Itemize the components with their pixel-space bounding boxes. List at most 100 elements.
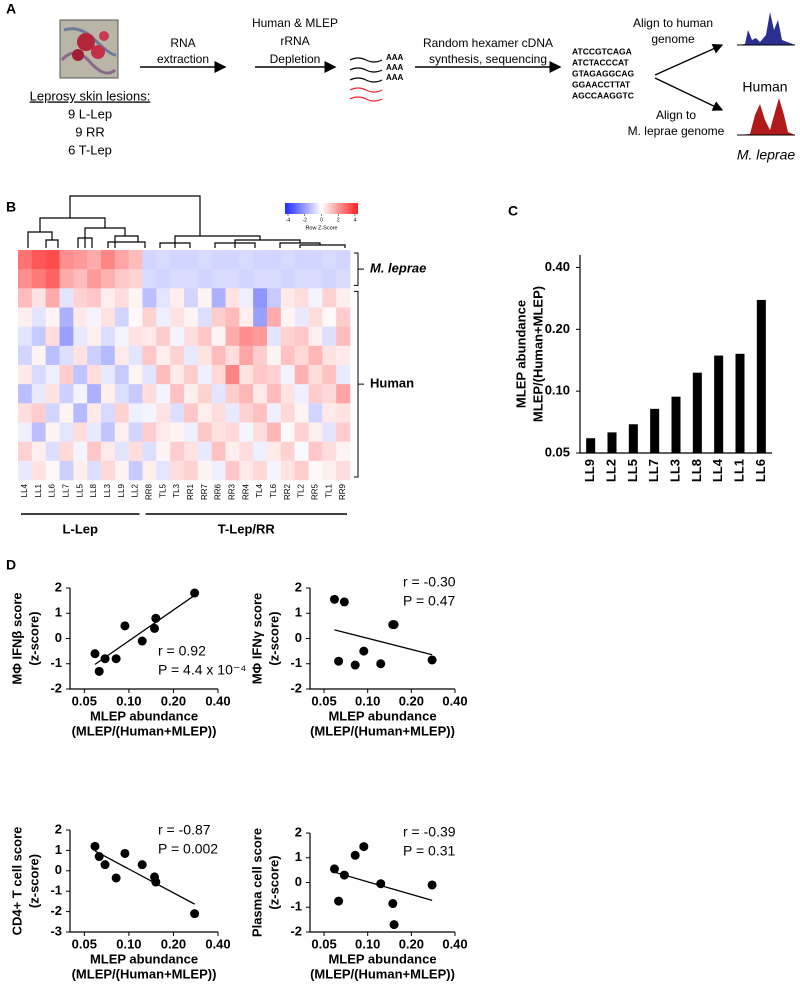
heatmap-cell (267, 345, 282, 366)
point (90, 841, 100, 851)
heatmap-cell (114, 403, 129, 423)
heatmap-cell (225, 345, 240, 366)
heatmap-cell (308, 422, 323, 442)
heatmap-cell (294, 326, 309, 347)
heatmap-cell (294, 269, 309, 289)
heatmap-cell (267, 460, 282, 481)
heatmap-cell (142, 269, 157, 289)
align-label: Align to human (633, 16, 713, 30)
heatmap-cell (170, 441, 185, 462)
fit-line (334, 629, 433, 656)
heatmap-cell (253, 250, 268, 270)
row-group-label: M. leprae (370, 261, 426, 276)
color-key-label: 4 (354, 217, 357, 223)
color-key (285, 203, 358, 214)
heatmap-cell (280, 250, 295, 270)
heatmap-cell (31, 345, 46, 366)
dendrogram (27, 195, 346, 248)
x-tick-label: 0.20 (399, 693, 424, 708)
heatmap-cell (142, 307, 157, 327)
heatmap-cell (31, 403, 46, 423)
column-group-label: T-Lep/RR (218, 521, 276, 536)
heatmap-cell (45, 326, 60, 347)
column-label: RR2 (283, 483, 292, 500)
heatmap-cell (170, 365, 185, 385)
point (334, 656, 344, 666)
point (190, 909, 200, 919)
heatmap-cell (225, 250, 240, 270)
coverage-human (737, 12, 795, 45)
heatmap-cell (73, 288, 88, 308)
heatmap-cell (45, 250, 60, 270)
point (376, 659, 386, 669)
point (150, 623, 160, 633)
x-tick-label: 0.10 (355, 693, 380, 708)
heatmap-cell (18, 345, 33, 366)
heatmap-cell (101, 269, 116, 289)
heatmap-cell (225, 460, 240, 481)
heatmap-cell (322, 345, 337, 366)
heatmap-cell (128, 460, 143, 481)
heatmap-cell (336, 422, 351, 442)
panel-label: D (6, 557, 16, 573)
heatmap-cell (87, 307, 102, 327)
fit-line (94, 594, 195, 665)
heatmap-cell (128, 441, 143, 462)
heatmap-cell (308, 250, 323, 270)
heatmap-cell (142, 422, 157, 442)
heatmap-cell (101, 250, 116, 270)
x-tick-label: 0.05 (311, 693, 336, 708)
heatmap-cell (267, 269, 282, 289)
x-tick-label: LL9 (582, 459, 597, 482)
heatmap-cell (87, 403, 102, 423)
y-tick-label: 0 (55, 630, 62, 645)
color-key-label: 0 (320, 217, 323, 223)
heatmap-cell (101, 345, 116, 366)
point (94, 852, 104, 862)
y-axis-label: MΦ IFNβ score (9, 592, 24, 684)
heatmap-cell (211, 326, 226, 347)
arrow (654, 77, 724, 111)
sample-count: 6 T-Lep (68, 142, 112, 157)
x-tick-label: 0.05 (72, 936, 97, 951)
rna-fragments (349, 57, 383, 102)
x-tick-label: 0.20 (161, 693, 186, 708)
heatmap-cell (59, 460, 74, 481)
heatmap-cell (101, 384, 116, 404)
color-key-label: -4 (286, 217, 291, 223)
heatmap-cell (59, 365, 74, 385)
annotation: P = 0.002 (158, 841, 218, 857)
heatmap-cell (322, 307, 337, 327)
heatmap-cell (101, 422, 116, 442)
heatmap-cell (280, 422, 295, 442)
heatmap-cell (197, 326, 212, 347)
heatmap-cell (170, 384, 185, 404)
x-tick-label: LL3 (667, 459, 682, 482)
bar (692, 372, 702, 453)
heatmap-cell (114, 345, 129, 366)
sequence: AGCCAAGGTC (572, 90, 634, 100)
heatmap-cell (73, 250, 88, 270)
y-tick-label: 0.40 (545, 259, 570, 274)
heatmap-cell (280, 345, 295, 366)
step-label: Depletion (270, 52, 321, 66)
heatmap-cell (31, 441, 46, 462)
heatmap-cell (336, 250, 351, 270)
x-axis-label: (MLEP/(Human+MLEP)) (310, 723, 455, 738)
point (100, 654, 110, 664)
step-label: Random hexamer cDNA (423, 36, 553, 50)
polya: AAA (386, 63, 404, 72)
heatmap-cell (280, 326, 295, 347)
heatmap-cell (211, 460, 226, 481)
sequence: ATCTACCCAT (572, 57, 629, 67)
column-label: RR4 (241, 483, 250, 500)
heatmap-cell (322, 384, 337, 404)
heatmap-cell (18, 422, 33, 442)
heatmap-cell (197, 345, 212, 366)
heatmap-cell (253, 307, 268, 327)
heatmap-cell (156, 326, 171, 347)
row-bracket (354, 290, 364, 478)
heatmap-cell (128, 365, 143, 385)
heatmap-cell (31, 460, 46, 481)
heatmap-cell (239, 403, 254, 423)
